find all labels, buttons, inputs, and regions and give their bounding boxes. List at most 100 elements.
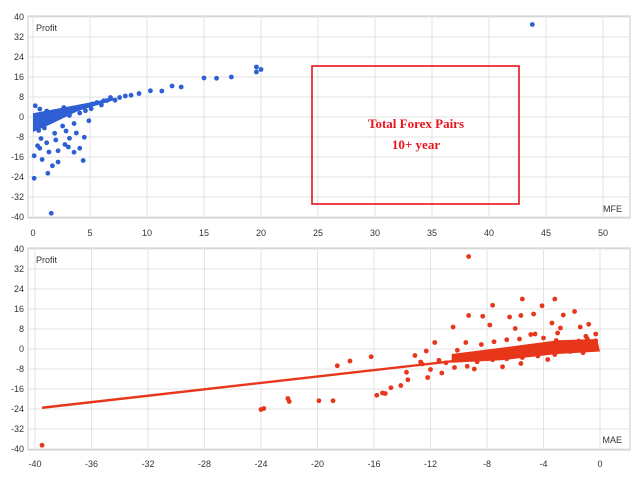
- mae-data-point: [517, 336, 522, 342]
- mae-data-point: [478, 342, 484, 347]
- mfe-x-tick-label: 30: [370, 228, 380, 238]
- mae-y-tick-label: 24: [14, 284, 24, 294]
- mae-data-point: [487, 322, 493, 328]
- mfe-data-point: [79, 104, 85, 109]
- mae-data-point: [531, 311, 537, 317]
- mfe-data-point: [31, 153, 37, 159]
- mae-data-point: [586, 321, 592, 327]
- mae-data-point: [512, 326, 518, 331]
- mae-y-axis-label: Profit: [36, 255, 58, 265]
- mfe-data-point: [36, 128, 42, 133]
- mae-x-axis-label: MAE: [602, 435, 622, 445]
- mfe-data-point: [77, 145, 83, 151]
- mfe-data-point: [214, 75, 219, 81]
- mfe-data-point: [169, 83, 175, 89]
- mfe-data-point: [52, 130, 58, 136]
- mae-data-point: [583, 333, 589, 339]
- mfe-data-point: [48, 210, 54, 216]
- mae-y-tick-label: -40: [11, 444, 24, 454]
- mfe-data-point: [71, 121, 77, 126]
- mae-x-tick-label: -20: [311, 459, 324, 469]
- mfe-y-tick-label: 0: [19, 112, 24, 122]
- mfe-x-tick-label: 15: [199, 228, 209, 238]
- mae-data-point: [504, 356, 510, 362]
- mae-data-point: [545, 357, 551, 362]
- mae-data-point: [518, 313, 524, 318]
- mae-data-point: [553, 338, 559, 343]
- mae-data-point: [560, 312, 566, 318]
- mfe-x-tick-label: 20: [256, 228, 266, 238]
- mae-data-point: [39, 442, 45, 448]
- mae-data-point: [474, 359, 480, 365]
- mfe-data-point: [56, 114, 62, 120]
- mfe-data-point: [49, 163, 55, 169]
- mae-y-tick-label: 40: [14, 244, 24, 254]
- mfe-data-point: [136, 91, 142, 96]
- mae-data-point: [504, 337, 510, 343]
- mae-data-point: [398, 383, 404, 388]
- mae-data-point: [541, 335, 546, 341]
- mae-x-tick-label: -4: [539, 459, 547, 469]
- mae-x-tick-label: -32: [141, 459, 154, 469]
- mae-x-tick-label: -12: [424, 459, 437, 469]
- mfe-data-point: [39, 157, 45, 162]
- mae-x-tick-label: -8: [483, 459, 491, 469]
- mae-data-point: [261, 406, 267, 411]
- mfe-data-point: [37, 115, 43, 120]
- mfe-y-tick-label: -16: [11, 152, 24, 162]
- mfe-data-point: [81, 134, 87, 140]
- mae-data-point: [567, 349, 573, 354]
- mae-data-point: [432, 340, 438, 345]
- mfe-data-point: [254, 64, 259, 70]
- mfe-data-point: [94, 100, 100, 105]
- mae-x-tick-label: 0: [597, 459, 602, 469]
- mae-data-point: [565, 340, 570, 345]
- mfe-data-point: [178, 84, 184, 90]
- mae-data-point: [490, 357, 496, 363]
- annotation-line-1: Total Forex Pairs: [368, 116, 464, 131]
- mae-data-point: [425, 375, 431, 380]
- mae-data-point: [580, 350, 586, 356]
- mfe-y-tick-label: 8: [19, 92, 24, 102]
- mfe-data-point: [48, 111, 54, 117]
- mae-y-tick-label: 16: [14, 304, 24, 314]
- mfe-data-point: [47, 118, 53, 124]
- mae-y-tick-label: -24: [11, 404, 24, 414]
- mae-y-tick-label: 0: [19, 344, 24, 354]
- mfe-data-point: [86, 118, 92, 124]
- mfe-data-point: [37, 106, 43, 112]
- mae-data-point: [490, 302, 496, 308]
- mae-data-point: [439, 370, 445, 376]
- mfe-data-point: [77, 110, 83, 116]
- mae-gridlines: [28, 248, 630, 450]
- mae-data-point: [552, 296, 558, 302]
- mae-data-point: [500, 364, 505, 370]
- mae-x-tick-label: -16: [367, 459, 380, 469]
- mae-data-point: [382, 391, 388, 396]
- mfe-profit-chart: 40 32 24 16 8 0 -8 -16 -24 -32 -40 0 5 10 15 20 25 30 35 4…: [11, 12, 631, 238]
- mae-data-point: [466, 254, 472, 259]
- mfe-data-point: [60, 123, 66, 129]
- mfe-x-tick-label: 35: [427, 228, 437, 238]
- mae-data-point: [549, 320, 555, 326]
- mfe-data-point: [37, 145, 43, 151]
- mfe-data-point: [42, 125, 47, 131]
- mfe-data-point: [65, 144, 71, 150]
- mae-data-point: [464, 363, 470, 369]
- mae-x-tick-label: -24: [254, 459, 267, 469]
- mfe-data-point: [254, 69, 259, 75]
- mae-data-point: [480, 313, 486, 319]
- mae-y-tick-label: 32: [14, 264, 24, 274]
- mae-data-point: [330, 398, 336, 404]
- mfe-data-point: [31, 175, 37, 181]
- mae-data-point: [404, 369, 409, 375]
- mfe-y-tick-label: -32: [11, 192, 24, 202]
- mae-data-point: [388, 385, 394, 391]
- mae-data-point: [519, 355, 525, 360]
- mae-x-tick-label: -40: [28, 459, 41, 469]
- mae-data-point: [593, 338, 599, 344]
- mfe-data-point: [85, 102, 91, 108]
- mae-data-point: [471, 366, 477, 372]
- mfe-y-tick-label: 40: [14, 12, 24, 22]
- mae-data-point: [572, 309, 577, 314]
